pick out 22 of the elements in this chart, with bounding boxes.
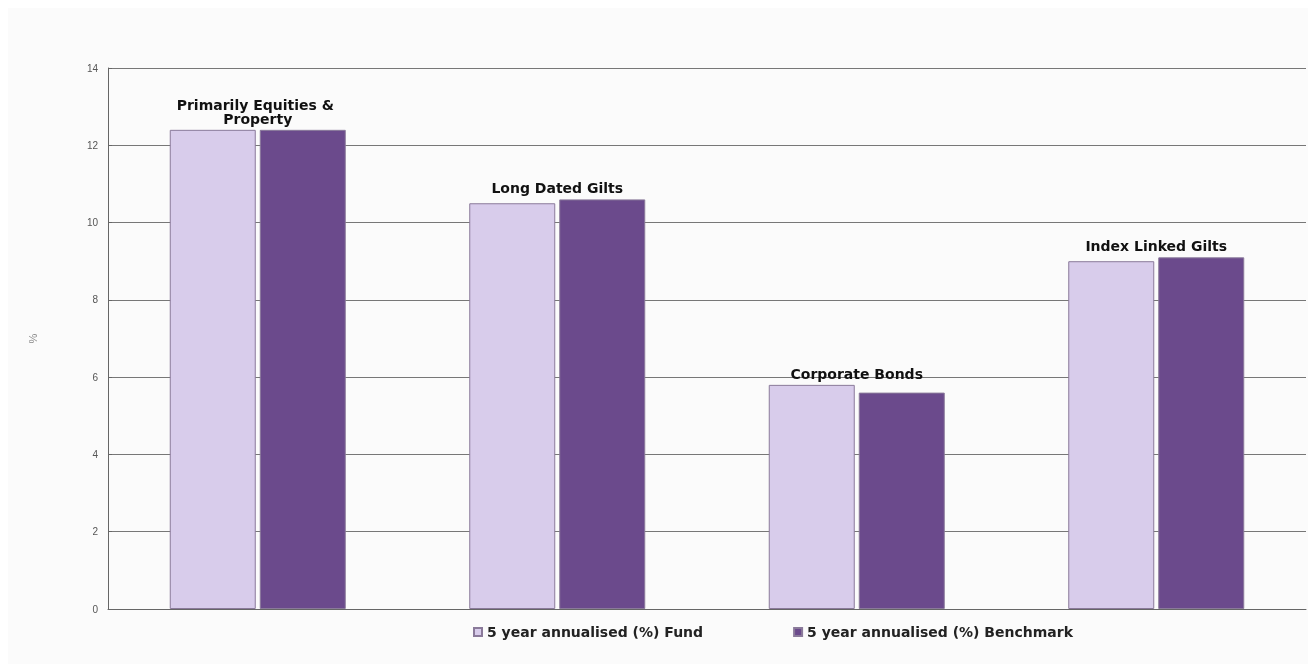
- x-tick-label: Primarily Equities & Property: [176, 96, 339, 127]
- x-tick-label: Long Dated Gilts: [491, 180, 624, 197]
- legend-label: 5 year annualised (%) Fund: [487, 624, 704, 640]
- bar: [768, 384, 855, 609]
- y-tick-label: 12: [86, 139, 99, 151]
- legend-label: 5 year annualised (%) Benchmark: [807, 624, 1074, 640]
- y-tick-label: 0: [92, 603, 99, 615]
- bar: [1068, 261, 1155, 609]
- bar: [858, 392, 945, 609]
- y-tick-label: 6: [92, 371, 99, 383]
- bar: [469, 203, 556, 609]
- y-tick-label: 2: [92, 526, 99, 538]
- y-tick-label: 14: [86, 62, 99, 74]
- bar: [559, 199, 646, 609]
- bar: [169, 129, 256, 609]
- bar: [259, 129, 346, 609]
- bar: [1158, 257, 1245, 609]
- y-axis-title: %: [26, 333, 39, 344]
- y-tick-label: 8: [92, 294, 99, 306]
- x-tick-label: Index Linked Gilts: [1085, 238, 1228, 255]
- y-tick-label: 10: [86, 217, 99, 229]
- y-tick-label: 4: [92, 448, 99, 460]
